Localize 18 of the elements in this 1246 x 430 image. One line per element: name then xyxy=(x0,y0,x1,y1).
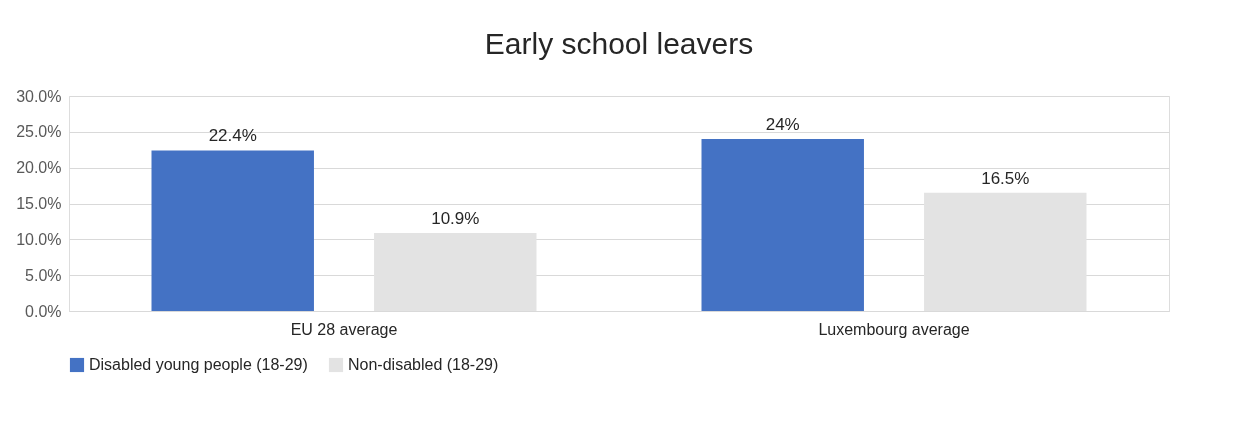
y-tick-label: 5.0% xyxy=(25,266,62,284)
y-tick-label: 15.0% xyxy=(16,195,62,212)
data-label: 10.9% xyxy=(431,208,480,228)
y-tick-label: 10.0% xyxy=(16,230,62,248)
bar xyxy=(151,150,314,311)
data-label: 24% xyxy=(765,115,800,134)
chart-title: Early school leavers xyxy=(484,27,754,60)
y-tick-label: 30.0% xyxy=(16,87,62,105)
x-tick-label: EU 28 average xyxy=(290,320,398,338)
data-label: 16.5% xyxy=(981,168,1030,188)
data-label: 22.4% xyxy=(208,126,257,146)
y-tick-label: 0.0% xyxy=(25,302,62,320)
bar xyxy=(701,139,864,311)
legend-label: Disabled young people (18-29) xyxy=(89,356,308,373)
x-tick-label: Luxembourg average xyxy=(818,320,970,338)
y-tick-label: 25.0% xyxy=(16,123,62,141)
legend-label: Non-disabled (18-29) xyxy=(348,356,499,373)
y-tick-label: 20.0% xyxy=(16,159,62,177)
